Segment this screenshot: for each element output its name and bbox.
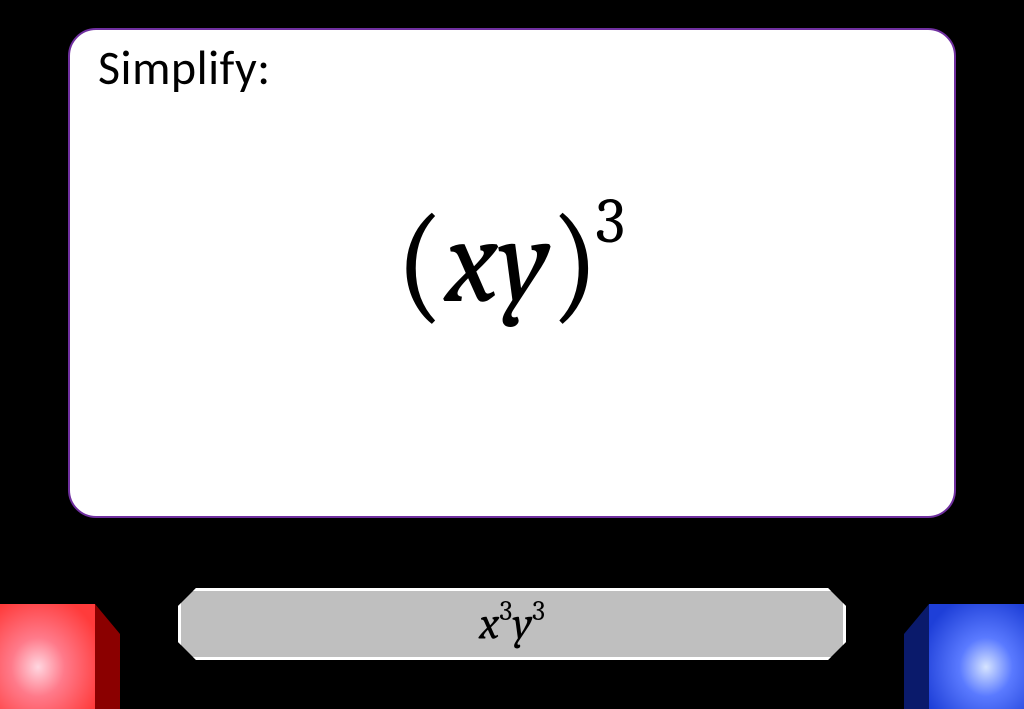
variable-x: x	[445, 193, 499, 331]
variable-y: y	[498, 193, 550, 331]
answer-var-y: y	[512, 598, 532, 651]
close-paren: )	[550, 188, 600, 338]
answer-bar: x3y3	[178, 588, 846, 660]
answer-var-x: x	[479, 598, 500, 651]
buzzer-left[interactable]	[0, 569, 140, 709]
answer-exp-2: 3	[532, 595, 545, 627]
answer-exp-1: 3	[499, 595, 512, 627]
exponent: 3	[596, 184, 626, 258]
buzzer-right[interactable]	[884, 569, 1024, 709]
expression-container: (xy)3	[70, 30, 954, 516]
open-paren: (	[395, 188, 445, 338]
math-expression: (xy)3	[395, 198, 629, 328]
prompt-text: Simplify:	[98, 38, 926, 97]
question-card: Simplify: (xy)3	[68, 28, 956, 518]
answer-expression: x3y3	[479, 597, 545, 650]
